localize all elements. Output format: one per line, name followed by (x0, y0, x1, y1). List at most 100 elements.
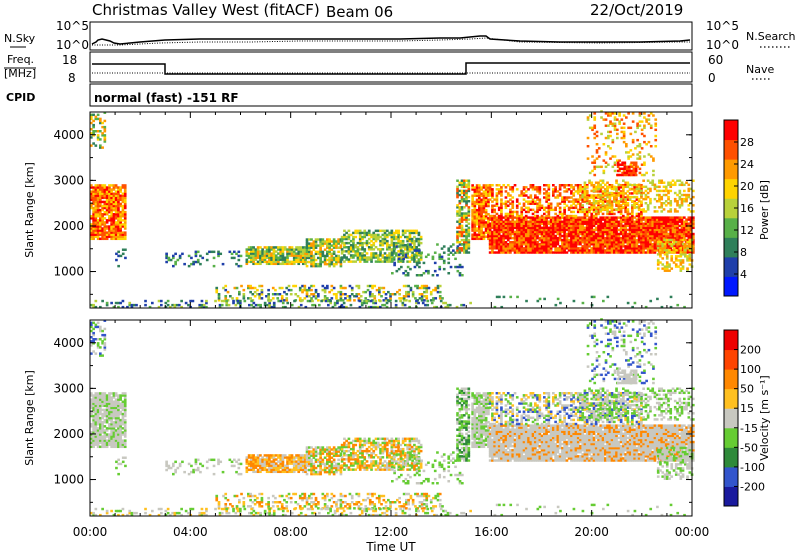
power-cell (461, 208, 464, 210)
power-cell (352, 260, 355, 262)
power-cell (557, 221, 560, 223)
power-cell (110, 184, 113, 186)
power-cell (122, 184, 125, 186)
power-cell (110, 209, 113, 211)
power-cell (268, 304, 271, 306)
power-cell (461, 247, 464, 249)
power-cell (625, 151, 628, 153)
power-cell (639, 112, 642, 114)
power-cell (595, 227, 598, 229)
power-cell (586, 202, 589, 204)
power-cell (291, 304, 294, 306)
power-cell (658, 216, 661, 218)
power-cell (465, 212, 468, 214)
power-cell (110, 190, 113, 192)
power-cell (511, 245, 514, 247)
power-cell (543, 216, 546, 218)
power-cell (520, 215, 523, 217)
power-cell (633, 204, 636, 206)
power-cell (244, 300, 247, 302)
power-cell (478, 190, 481, 192)
power-cell (439, 291, 442, 293)
power-cell (284, 257, 287, 259)
power-cell (293, 252, 296, 254)
power-cell (609, 147, 612, 149)
power-cell (598, 166, 601, 168)
power-cell (681, 216, 684, 218)
power-cell (568, 196, 571, 198)
power-cell (500, 198, 503, 200)
power-cell (496, 245, 499, 247)
power-cell (434, 252, 437, 254)
power-cell (627, 221, 630, 223)
power-cell (675, 255, 678, 257)
power-cell (516, 229, 519, 231)
power-cell (525, 241, 528, 243)
power-cell (609, 112, 612, 114)
power-cell (639, 114, 642, 116)
power-cell (158, 300, 161, 302)
power-cell (215, 287, 218, 289)
power-cell (301, 289, 304, 291)
power-cell (293, 261, 296, 263)
power-cell (518, 203, 521, 205)
power-cell (106, 205, 109, 207)
power-cell (606, 229, 609, 231)
power-cell (645, 186, 648, 188)
power-cell (485, 197, 488, 199)
power-cell (383, 287, 386, 289)
power-cell (674, 182, 677, 184)
power-cell (677, 255, 680, 257)
power-cell (485, 229, 488, 231)
power-cell (682, 243, 685, 245)
power-cell (579, 207, 582, 209)
power-cell (605, 112, 608, 114)
power-cell (434, 270, 437, 272)
power-cell (563, 237, 566, 239)
power-cell (206, 259, 209, 261)
power-cell (348, 260, 351, 262)
power-cell (468, 196, 471, 198)
power-cell (627, 151, 630, 153)
power-cell (465, 251, 468, 253)
power-cell (480, 199, 483, 201)
power-cell (579, 249, 582, 251)
power-cell (516, 233, 519, 235)
power-cell (647, 216, 650, 218)
power-cell (505, 213, 508, 215)
power-cell (611, 249, 614, 251)
power-cell (104, 225, 107, 227)
power-cell (493, 209, 496, 211)
power-cell (352, 254, 355, 256)
power-cell (489, 186, 492, 188)
power-cell (511, 203, 514, 205)
power-cell (685, 200, 688, 202)
power-cell (568, 241, 571, 243)
power-cell (456, 233, 459, 235)
power-cell (264, 302, 267, 304)
power-cell (536, 221, 539, 223)
power-cell (106, 238, 109, 240)
power-cell (180, 300, 183, 302)
power-cell (593, 159, 596, 161)
power-cell (357, 242, 360, 244)
power-cell (541, 237, 544, 239)
power-cell (633, 249, 636, 251)
power-cell (642, 225, 645, 227)
power-cell (520, 194, 523, 196)
power-cell (676, 233, 679, 235)
power-cell (297, 252, 300, 254)
power-cell (409, 243, 412, 245)
power-cell (213, 251, 216, 253)
power-cell (131, 304, 134, 306)
power-cell (99, 193, 102, 195)
power-cell (613, 186, 616, 188)
power-cell (456, 241, 459, 243)
power-cell (420, 242, 423, 244)
power-cell (627, 157, 630, 159)
power-cell (520, 237, 523, 239)
power-cell (101, 300, 104, 302)
power-scatter-cells (90, 110, 695, 308)
power-cell (299, 297, 302, 299)
power-cell (500, 225, 503, 227)
